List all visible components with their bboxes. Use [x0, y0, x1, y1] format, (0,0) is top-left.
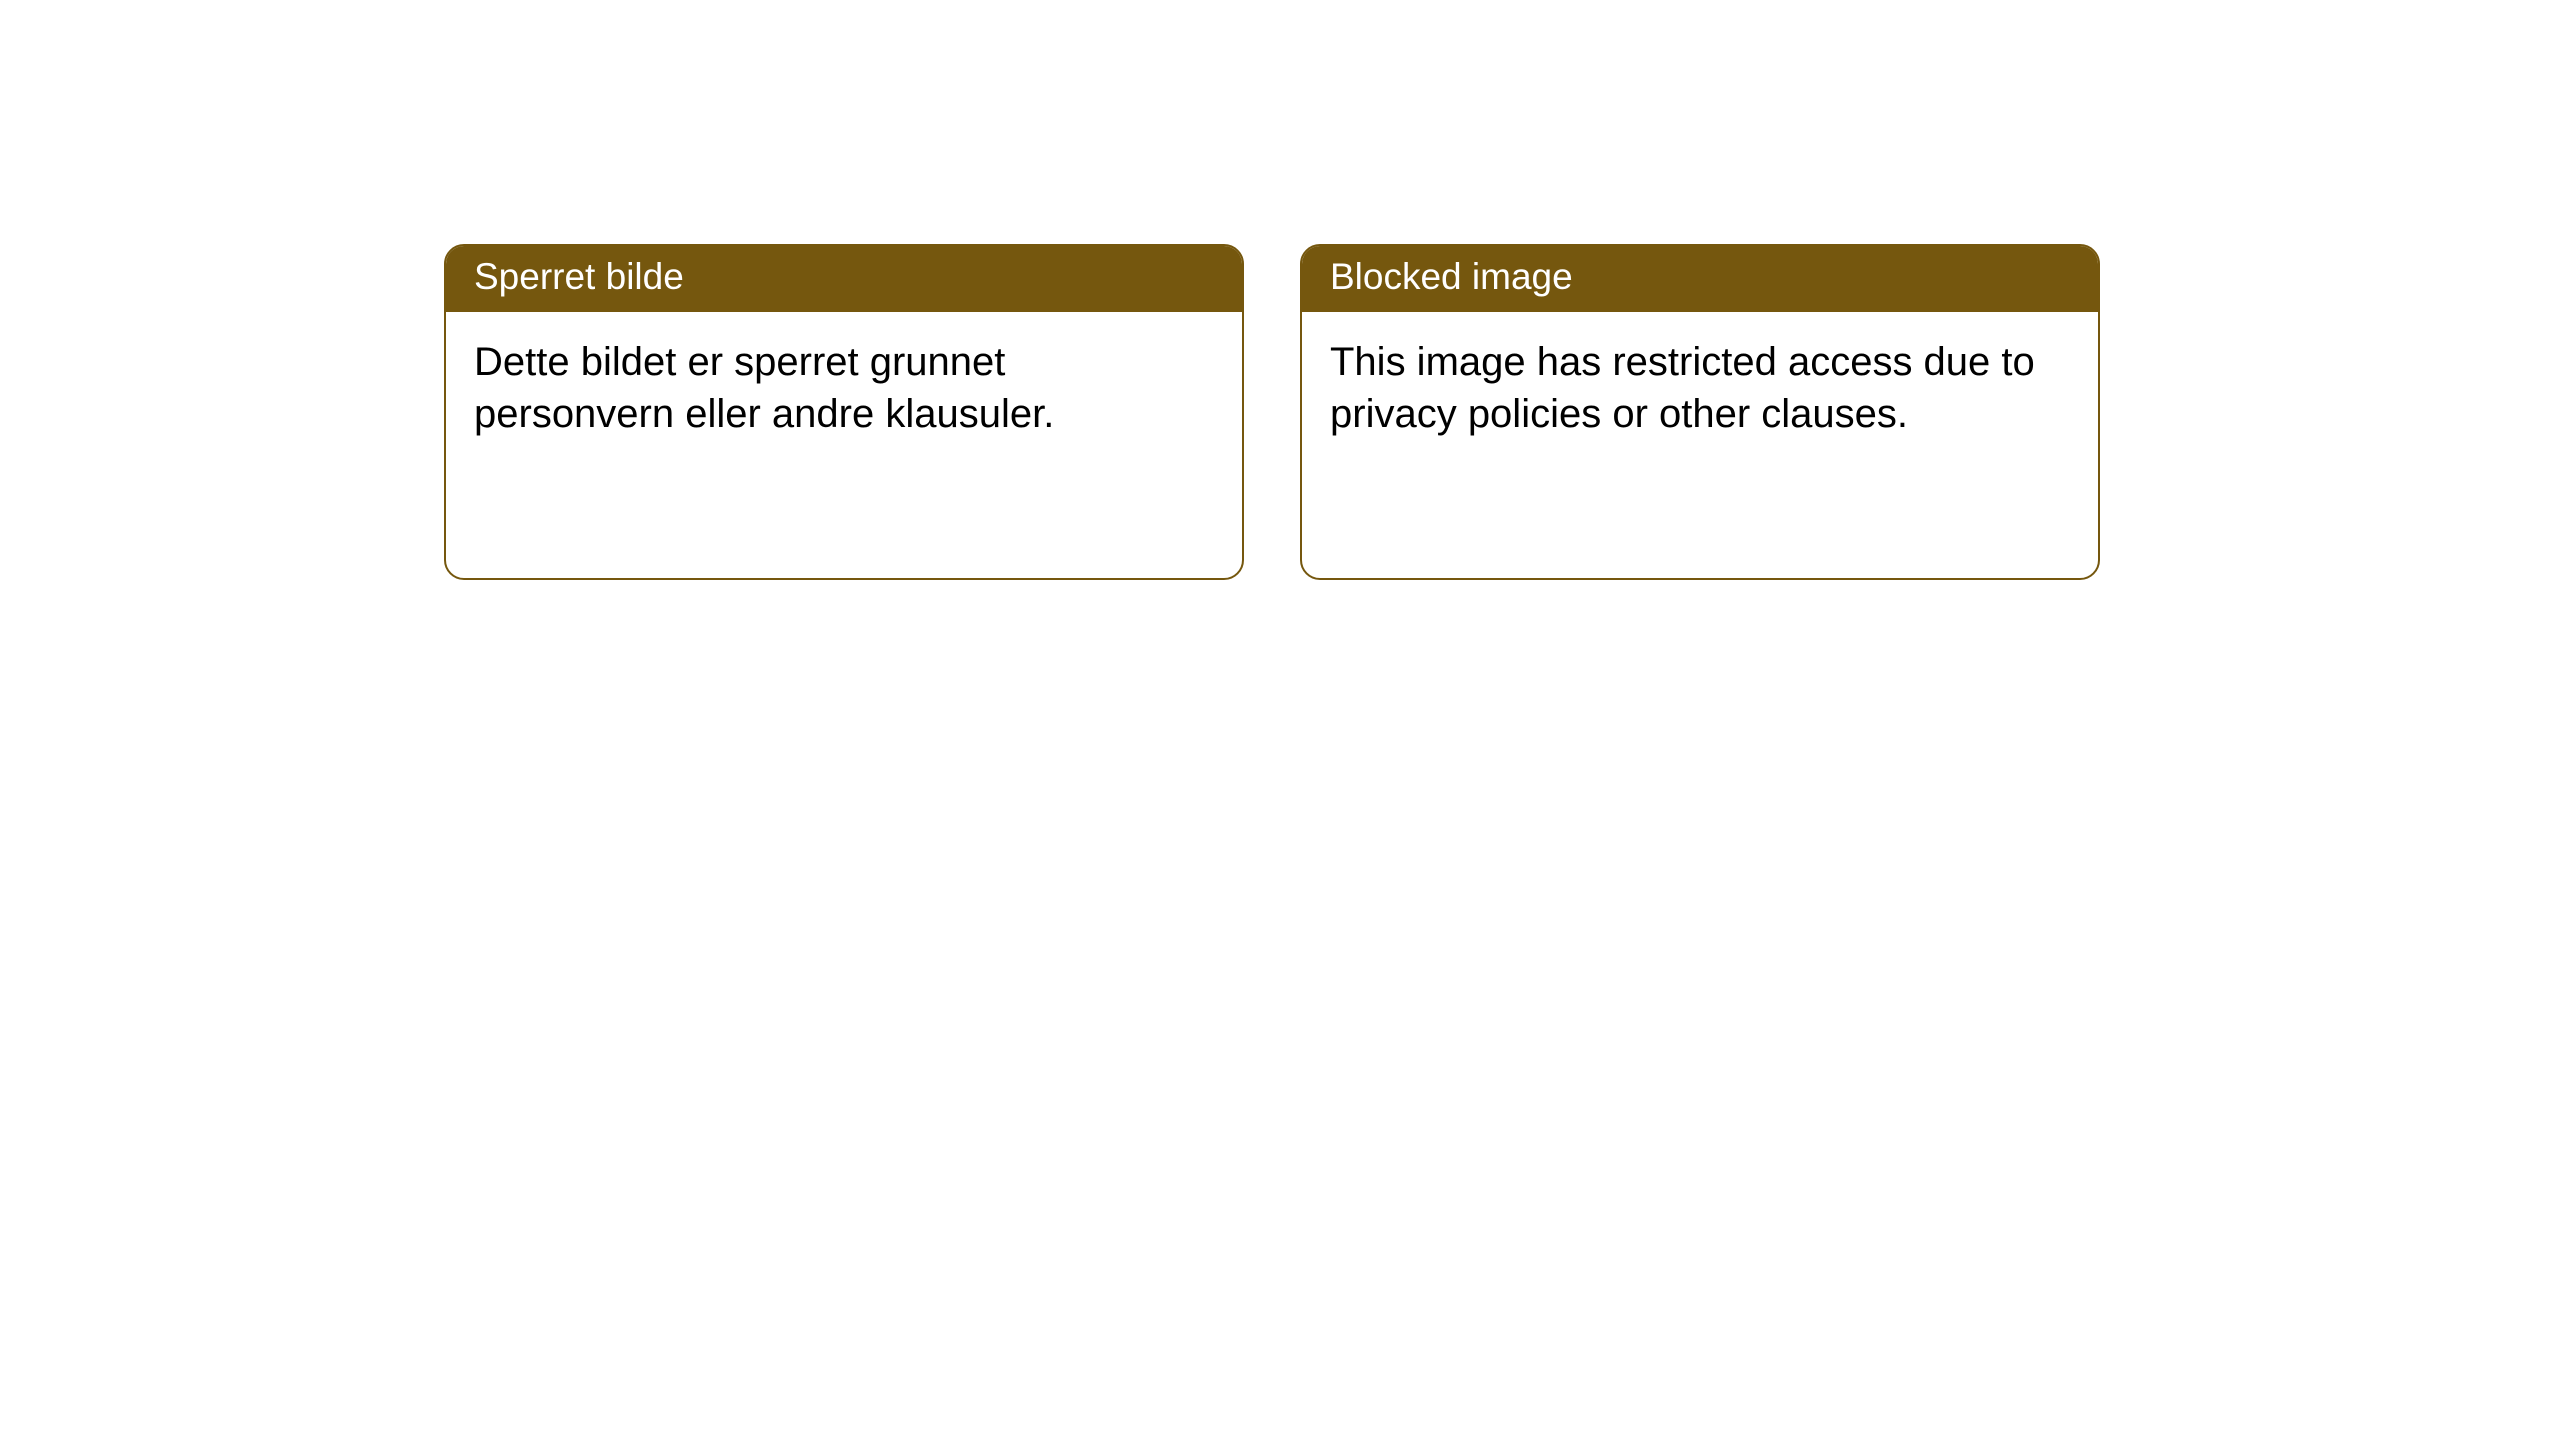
notice-card-norwegian: Sperret bilde Dette bildet er sperret gr… — [444, 244, 1244, 580]
notice-header-nor: Sperret bilde — [446, 246, 1242, 312]
notice-header-eng: Blocked image — [1302, 246, 2098, 312]
notice-card-english: Blocked image This image has restricted … — [1300, 244, 2100, 580]
notice-container: Sperret bilde Dette bildet er sperret gr… — [0, 0, 2560, 580]
notice-body-nor: Dette bildet er sperret grunnet personve… — [446, 312, 1242, 464]
notice-body-eng: This image has restricted access due to … — [1302, 312, 2098, 464]
